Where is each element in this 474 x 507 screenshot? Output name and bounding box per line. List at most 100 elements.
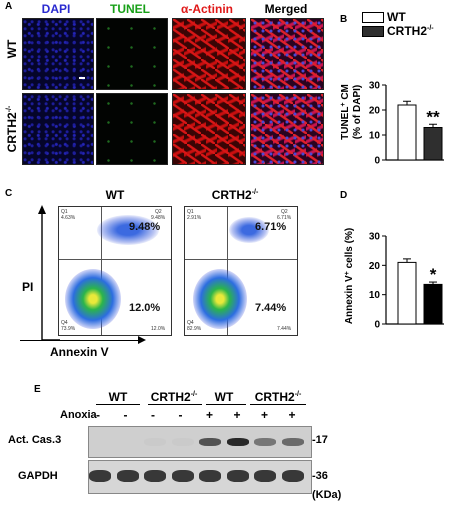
panel-b-legend: WT CRTH2-/- — [362, 10, 434, 38]
column-header-dapi: DAPI — [41, 2, 71, 16]
row-label-wt: WT — [5, 39, 19, 59]
anoxia-lane-1: - — [96, 408, 100, 422]
legend-label-crth2: CRTH2-/- — [387, 24, 434, 38]
group-label-crth2-1: CRTH2-/- — [150, 390, 198, 404]
legend-swatch-wt — [362, 11, 384, 23]
micrograph-crth2-tunel — [96, 93, 168, 165]
quadrant-q3-value: 12.0% — [151, 326, 166, 332]
panel-d-ytick-label-20: 20 — [369, 261, 381, 272]
x-axis-line — [20, 340, 140, 342]
panel-b-ytick-label-30: 30 — [369, 81, 381, 92]
panel-b-ytick-label-0: 0 — [374, 156, 380, 167]
cas3-band-lane-7 — [254, 438, 276, 446]
quadrant-q4-value: 73.9% — [61, 326, 76, 332]
western-blot-gapdh — [88, 460, 312, 494]
panel-b-chart: TUNEL+ CM (% of DAPI) 0 10 20 30 ** — [340, 81, 444, 167]
group-label-wt-2: WT — [214, 390, 234, 404]
panel-b-ylabel-1: TUNEL+ CM — [340, 84, 352, 140]
flow-plot-crth2: Q1 2.91% Q2 6.71% Q4 82.9% 7.44% 6.71% 7… — [184, 206, 298, 336]
anoxia-lane-4: - — [178, 408, 183, 422]
marker-17: -17 — [312, 434, 328, 446]
cas3-band-lane-5 — [199, 438, 221, 446]
cas3-band-lane-8 — [281, 438, 304, 446]
micrograph-wt-actinin — [172, 18, 246, 90]
gapdh-band-lane-2 — [116, 470, 139, 482]
group-label-wt-1: WT — [108, 390, 128, 404]
quadrant-q2-value: 6.71% — [277, 215, 292, 221]
panel-d-letter: D — [340, 190, 348, 201]
panel-d-ylabel: Annexin V+ cells (%) — [344, 228, 356, 324]
panel-d-ytick-label-0: 0 — [374, 320, 380, 331]
flow-title-crth2: CRTH2-/- — [211, 188, 259, 202]
western-blot-cas3 — [88, 426, 312, 458]
gapdh-band-lane-5 — [199, 470, 221, 482]
panel-d-ytick-label-10: 10 — [369, 290, 381, 301]
micrograph-crth2-dapi — [22, 93, 94, 165]
row-label-crth2: CRTH2-/- — [5, 105, 19, 153]
gapdh-band-lane-7 — [254, 470, 276, 482]
lower-right-percent: 12.0% — [129, 302, 161, 314]
panel-b-ytick-label-10: 10 — [369, 131, 381, 142]
population-upper-right — [229, 217, 269, 243]
quadrant-q1-label: Q1 — [187, 209, 194, 215]
quadrant-q1-value: 4.63% — [61, 215, 76, 221]
column-header-merged: Merged — [264, 2, 308, 16]
upper-right-percent: 6.71% — [255, 221, 287, 233]
quadrant-q4-value: 82.9% — [187, 326, 202, 332]
cas3-band-lane-6 — [226, 438, 249, 446]
panel-d-ytick-label-30: 30 — [369, 232, 381, 243]
gate-horizontal — [185, 259, 297, 260]
micrograph-wt-tunel — [96, 18, 168, 90]
panel-b-bar-0 — [397, 104, 417, 161]
panel-c-letter: C — [5, 188, 13, 199]
population-upper-right — [97, 215, 159, 245]
scale-bar — [79, 77, 85, 79]
marker-36: -36 — [312, 470, 328, 482]
upper-right-percent: 9.48% — [129, 221, 161, 233]
flow-axes — [38, 205, 60, 341]
flow-ylabel: PI — [22, 280, 34, 294]
anoxia-row: - - - - + + + + — [90, 408, 310, 422]
gapdh-band-lane-6 — [226, 470, 249, 482]
anoxia-lane-8: + — [288, 408, 296, 422]
panel-b-ylabel-2: (% of DAPI) — [352, 85, 363, 139]
population-lower-left — [65, 269, 121, 329]
column-header-tunel: TUNEL — [110, 2, 150, 16]
quadrant-q2-label: Q2 — [155, 209, 162, 215]
panel-b-ytick-label-20: 20 — [369, 106, 381, 117]
blot-label-cas3: Act. Cas.3 — [8, 434, 62, 446]
group-underline-4 — [250, 404, 306, 405]
anoxia-lane-3: - — [151, 408, 155, 422]
panel-b-significance: ** — [426, 107, 440, 126]
flow-xlabel: Annexin V — [50, 345, 109, 359]
quadrant-q3-value: 7.44% — [277, 326, 292, 332]
flow-plot-wt: Q1 4.63% Q2 9.48% Q4 73.9% 12.0% 9.48% 1… — [58, 206, 172, 336]
panel-b-bar-1 — [423, 127, 443, 161]
column-header-actinin: α-Actinin — [180, 2, 234, 16]
y-arrowhead — [38, 205, 46, 214]
panel-a-letter: A — [5, 1, 13, 12]
flow-title-wt: WT — [105, 188, 125, 202]
micrograph-wt-merged — [250, 18, 324, 90]
cas3-band-lane-4 — [171, 438, 194, 446]
panel-d-chart: Annexin V+ cells (%) 0 10 20 30 * — [344, 228, 444, 331]
gate-horizontal — [59, 259, 171, 260]
quadrant-q2-value: 9.48% — [151, 215, 166, 221]
panel-d-bar-0 — [397, 261, 417, 325]
gapdh-band-lane-3 — [144, 470, 166, 482]
quadrant-q2-label: Q2 — [281, 209, 288, 215]
cas3-band-lane-3 — [144, 438, 166, 446]
panel-d-significance: * — [430, 265, 437, 284]
quadrant-q4-label: Q4 — [61, 320, 68, 326]
quadrant-q1-value: 2.91% — [187, 215, 202, 221]
anoxia-lane-2: - — [123, 408, 128, 422]
legend-item-crth2: CRTH2-/- — [362, 24, 434, 38]
gapdh-band-lane-1 — [89, 470, 111, 482]
molecular-weight-unit: (KDa) — [312, 489, 342, 501]
group-underline-2 — [148, 404, 202, 405]
micrograph-crth2-actinin — [172, 93, 246, 165]
anoxia-lane-7: + — [261, 408, 269, 422]
group-label-crth2-2: CRTH2-/- — [254, 390, 302, 404]
quadrant-q1-label: Q1 — [61, 209, 68, 215]
legend-swatch-crth2 — [362, 25, 384, 37]
